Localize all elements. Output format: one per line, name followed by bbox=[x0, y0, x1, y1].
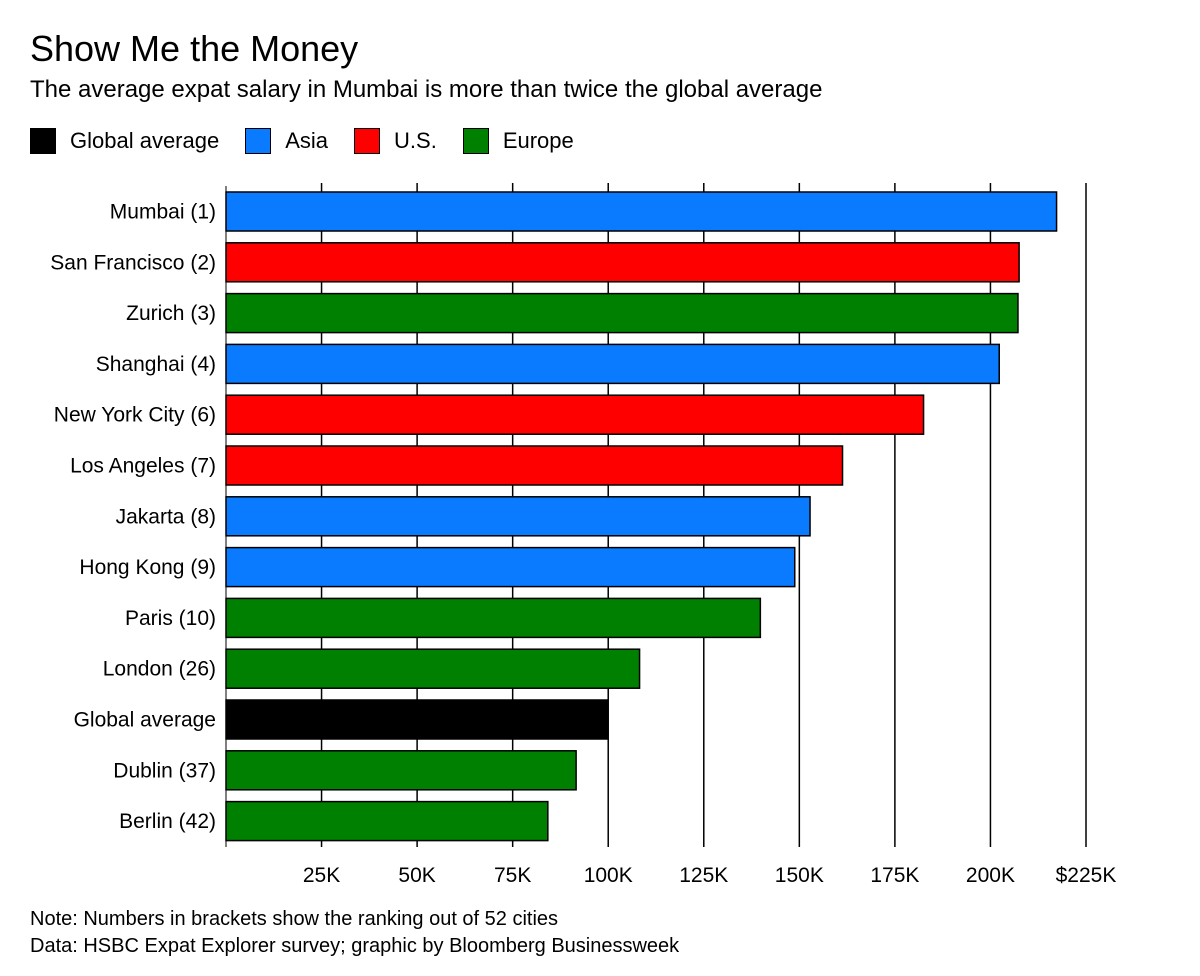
x-tick-label: 25K bbox=[303, 864, 340, 887]
category-label: New York City (6) bbox=[54, 404, 216, 427]
category-label: Shanghai (4) bbox=[96, 353, 216, 376]
chart-title: Show Me the Money bbox=[30, 28, 359, 69]
x-tick-label: 100K bbox=[584, 864, 633, 887]
x-tick-label: 150K bbox=[775, 864, 824, 887]
legend-item: Europe bbox=[462, 128, 574, 154]
bar bbox=[225, 394, 925, 435]
footer: Note: Numbers in brackets show the ranki… bbox=[30, 906, 679, 960]
x-tick-label: 175K bbox=[870, 864, 919, 887]
bar bbox=[225, 445, 844, 486]
legend-item: Global average bbox=[30, 128, 219, 154]
legend-label: Europe bbox=[502, 128, 574, 153]
category-label: Global average bbox=[74, 709, 216, 732]
bar bbox=[225, 597, 762, 639]
legend-item: Asia bbox=[245, 128, 328, 154]
category-label: Berlin (42) bbox=[119, 810, 216, 833]
chart-subtitle: The average expat salary in Mumbai is mo… bbox=[30, 76, 823, 103]
bar-chart: Mumbai (1) San Francisco (2) Zurich (3) Sha… bbox=[50, 183, 1117, 887]
x-tick-label: 125K bbox=[679, 864, 728, 887]
bar bbox=[225, 191, 1058, 232]
bar bbox=[225, 648, 641, 689]
bar bbox=[225, 343, 1000, 385]
x-tick-label: 75K bbox=[494, 864, 531, 887]
category-label: Zurich (3) bbox=[126, 302, 216, 325]
category-label: Hong Kong (9) bbox=[79, 556, 216, 579]
legend-label: Asia bbox=[285, 128, 329, 153]
bar bbox=[225, 750, 577, 791]
footer-note: Note: Numbers in brackets show the ranki… bbox=[30, 908, 559, 930]
legend-swatch bbox=[30, 128, 56, 154]
category-label: Dublin (37) bbox=[113, 759, 216, 782]
legend-swatch bbox=[354, 128, 381, 154]
legend-swatch bbox=[245, 128, 272, 154]
legend-swatch bbox=[462, 128, 489, 154]
legend-item: U.S. bbox=[354, 128, 437, 154]
x-tick-label: $225K bbox=[1056, 864, 1117, 887]
category-label: London (26) bbox=[103, 658, 216, 681]
legend: Global average Asia U.S. Europe bbox=[30, 128, 600, 154]
bar bbox=[225, 496, 811, 537]
legend-label: U.S. bbox=[394, 128, 437, 153]
x-tick-label: 200K bbox=[966, 864, 1015, 887]
category-label: Jakarta (8) bbox=[116, 505, 216, 528]
category-label: San Francisco (2) bbox=[50, 251, 216, 274]
category-label: Los Angeles (7) bbox=[70, 455, 216, 478]
bar bbox=[225, 546, 796, 588]
x-tick-label: 50K bbox=[398, 864, 435, 887]
category-label: Paris (10) bbox=[125, 607, 216, 630]
category-label: Mumbai (1) bbox=[110, 201, 216, 224]
legend-label: Global average bbox=[70, 128, 220, 153]
bar bbox=[225, 800, 549, 842]
bar bbox=[225, 242, 1020, 283]
bar bbox=[225, 699, 609, 740]
footer-source: Data: HSBC Expat Explorer survey; graphi… bbox=[30, 935, 680, 957]
bar bbox=[225, 292, 1019, 334]
